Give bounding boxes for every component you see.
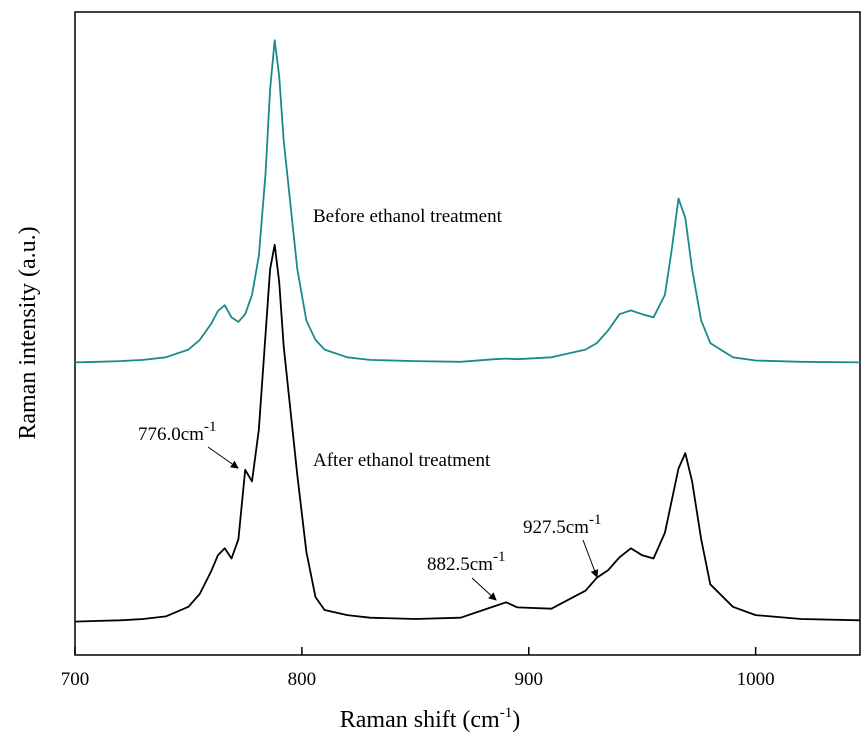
annotation: 776.0cm-1 (138, 419, 216, 445)
x-tick-label: 900 (515, 669, 544, 690)
x-tick-label: 1000 (737, 669, 775, 690)
x-axis-label: Raman shift (cm-1) (340, 705, 520, 733)
x-tick-label: 800 (288, 669, 317, 690)
annotation-sup: -1 (493, 549, 506, 565)
annotation-arrow (207, 446, 239, 469)
plot-frame (74, 11, 861, 656)
series-label: After ethanol treatment (313, 450, 491, 471)
annotation: 927.5cm-1 (523, 512, 601, 538)
annotation: 882.5cm-1 (427, 549, 505, 575)
series-line (74, 243, 861, 623)
x-tick-label: 700 (61, 669, 90, 690)
annotation-text: 882.5cm (427, 554, 493, 575)
annotation-sup: -1 (589, 512, 602, 528)
series-line (74, 39, 861, 364)
annotation-sup: -1 (204, 419, 217, 435)
y-axis-label: Raman intensity (a.u.) (15, 226, 41, 439)
annotation-text: 927.5cm (523, 517, 589, 538)
annotation-arrow (582, 539, 599, 578)
annotation-arrow (471, 577, 497, 601)
series-label: Before ethanol treatment (313, 206, 503, 227)
annotation-text: 776.0cm (138, 424, 204, 445)
